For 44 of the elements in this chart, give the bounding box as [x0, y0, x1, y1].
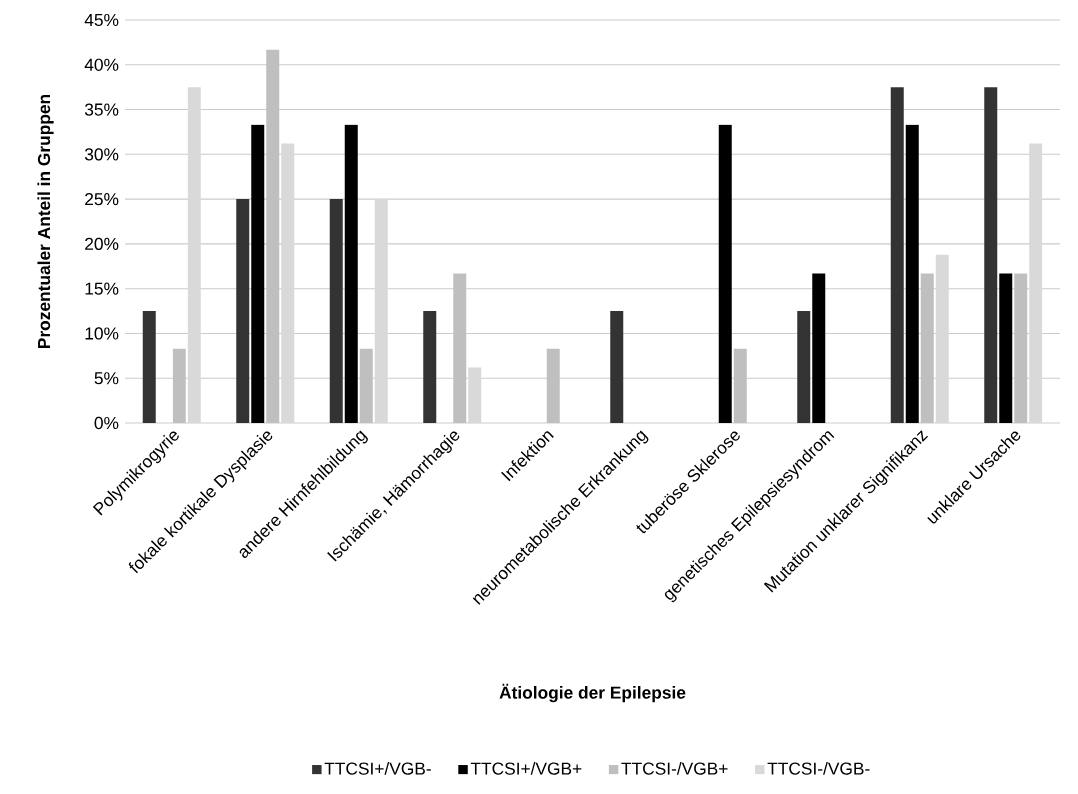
y-tick-label: 35%: [84, 103, 119, 116]
bar: [546, 348, 560, 423]
y-tick-label: 15%: [85, 282, 119, 295]
y-tick-label: 10%: [85, 327, 119, 340]
bar: [142, 311, 156, 423]
bar: [359, 348, 373, 423]
bar: [920, 273, 934, 423]
bar: [236, 199, 250, 423]
bar: [453, 273, 467, 423]
bar: [1029, 143, 1043, 423]
bar: [281, 143, 295, 423]
bar: [1014, 273, 1028, 423]
x-axis-title: Ätiologie der Epilepsie: [499, 683, 686, 703]
y-tick-label: 40%: [84, 58, 119, 71]
legend-label: TTCSI+/VGB+: [470, 761, 582, 775]
bar: [812, 273, 826, 423]
bar: [187, 87, 201, 423]
bar: [984, 87, 998, 423]
y-tick-label: 45%: [84, 13, 119, 27]
bar: [797, 311, 811, 423]
bar: [329, 199, 343, 423]
bar: [468, 367, 482, 423]
legend-label: TTCSI-/VGB+: [621, 761, 728, 775]
y-axis-title: Prozentualer Anteil in Gruppen: [37, 94, 54, 348]
bar: [905, 124, 919, 423]
bar: [266, 49, 280, 423]
bar: [935, 254, 949, 423]
y-tick-label: 5%: [94, 372, 119, 385]
bar: [172, 348, 186, 423]
y-tick-label: 20%: [85, 237, 119, 251]
bar: [733, 348, 747, 423]
bar: [999, 273, 1013, 423]
bar: [423, 311, 437, 423]
bar: [890, 87, 904, 423]
bar: [374, 199, 388, 423]
bar: [610, 311, 624, 423]
legend-label: TTCSI-/VGB-: [767, 761, 870, 775]
y-tick-label: 30%: [84, 148, 119, 161]
bar: [344, 124, 358, 423]
legend-label: TTCSI+/VGB-: [324, 761, 431, 775]
y-tick-label: 0%: [94, 416, 119, 430]
bar: [251, 124, 265, 423]
y-tick-label: 25%: [85, 192, 119, 206]
bar: [718, 124, 732, 423]
